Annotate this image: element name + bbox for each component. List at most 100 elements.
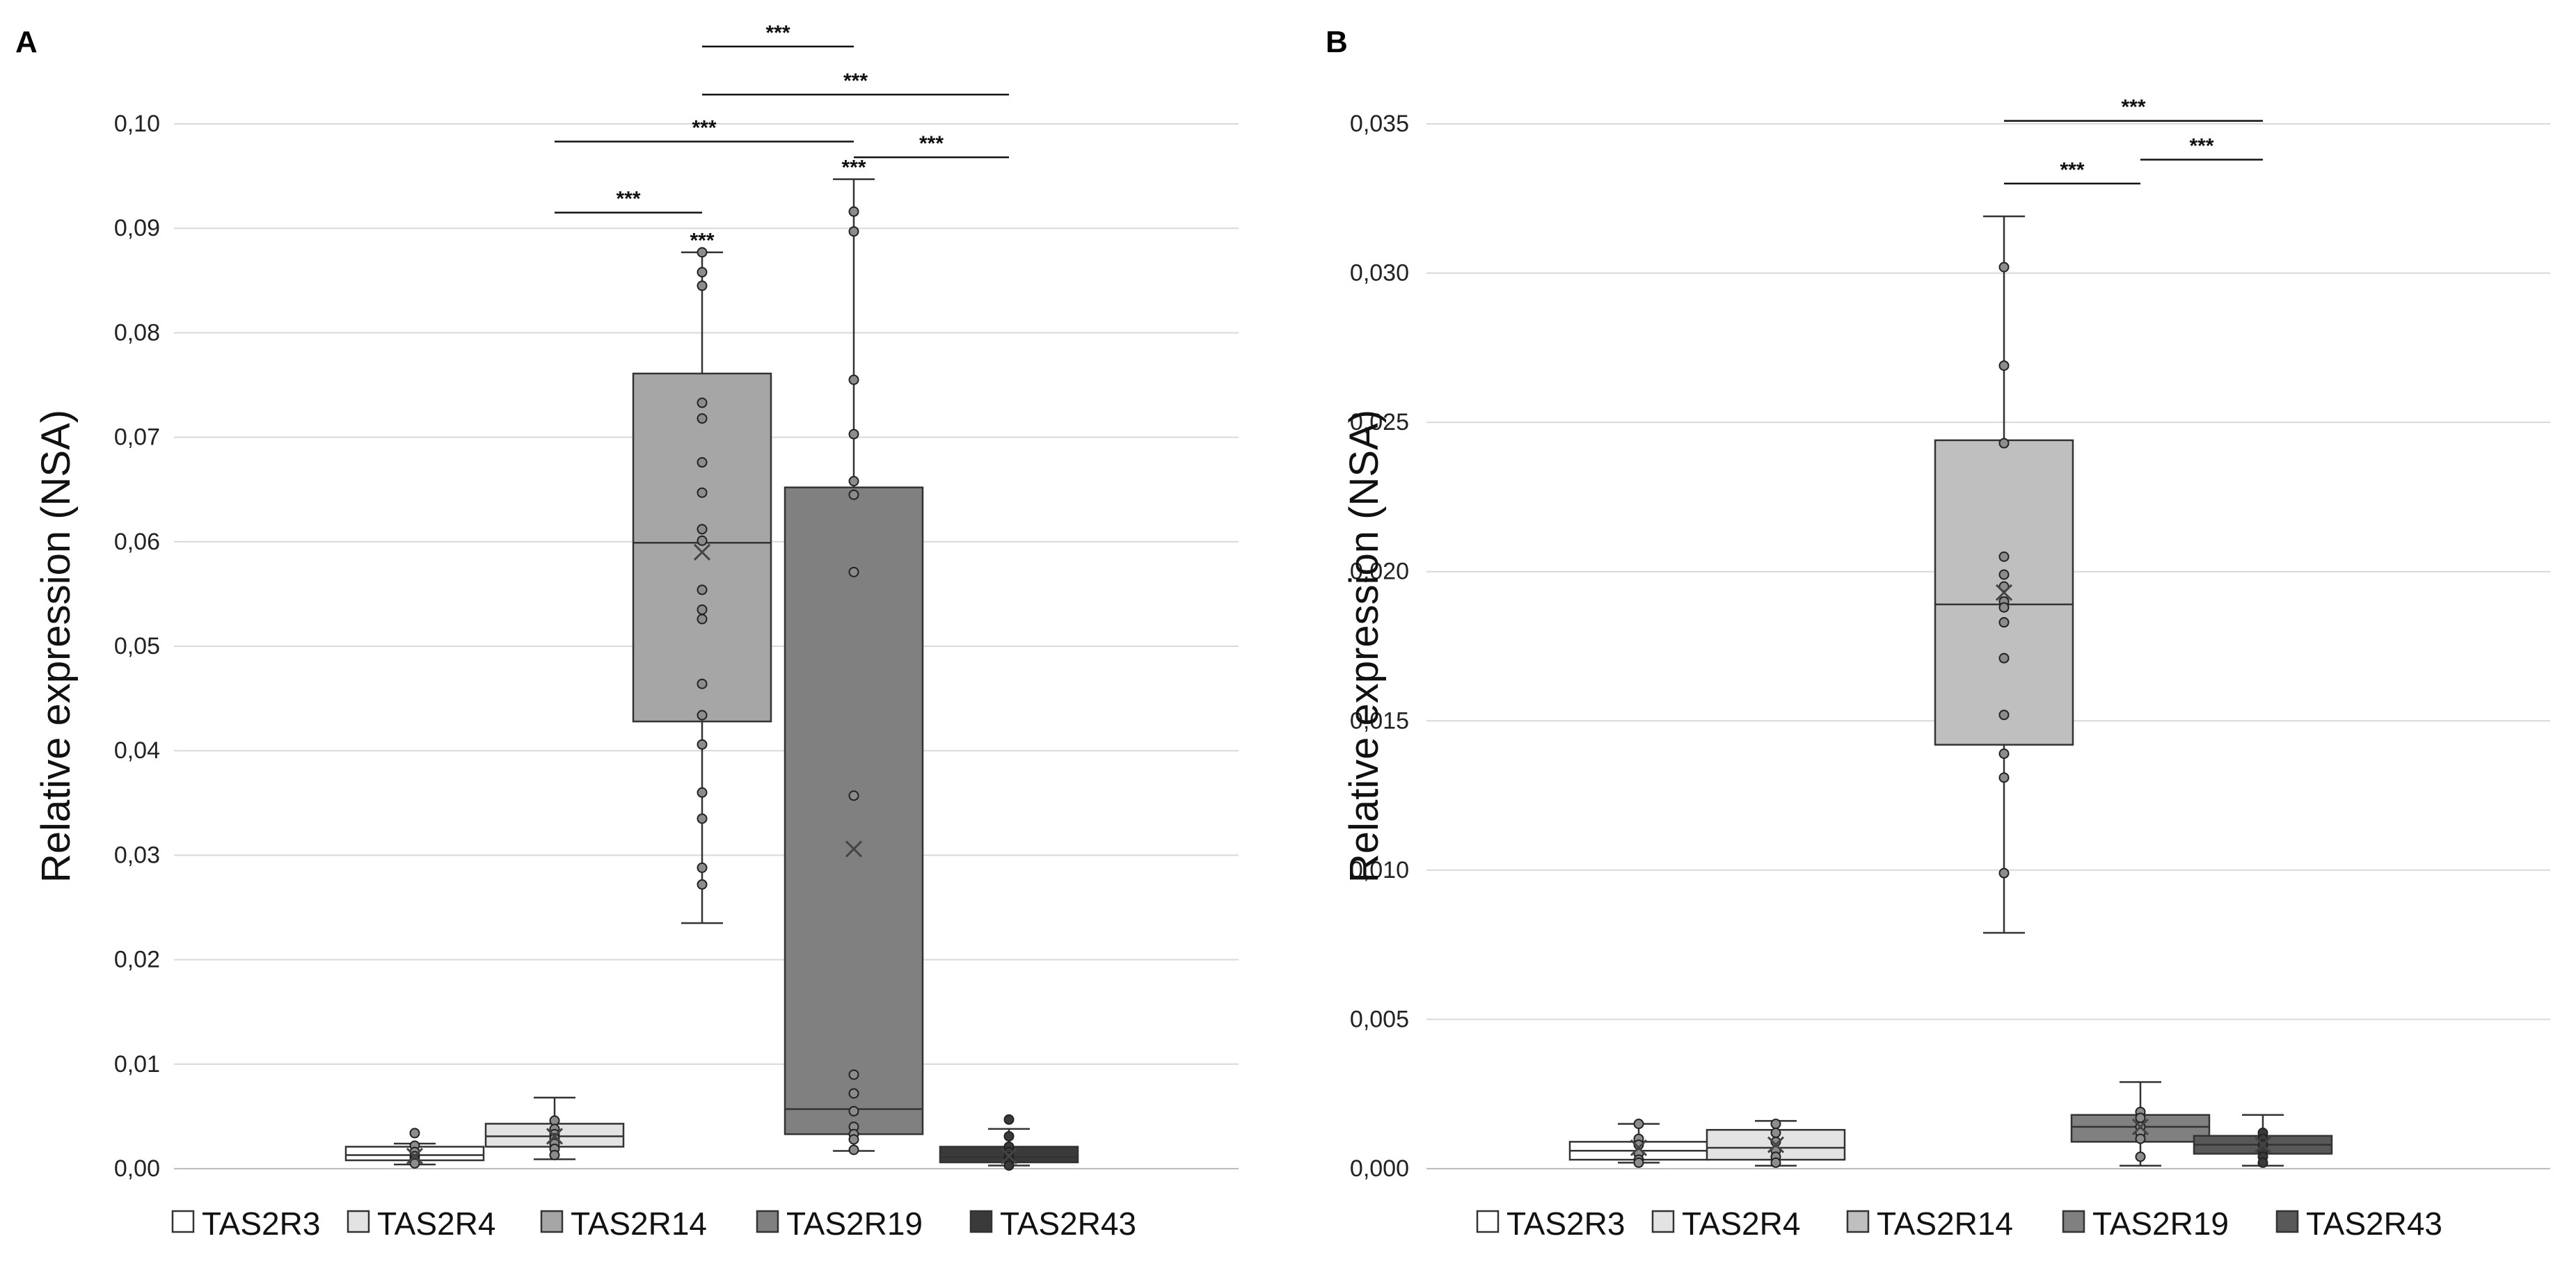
y-tick-label: 0,005 [1350,1006,1409,1032]
data-point [848,374,859,385]
data-point [697,710,708,721]
mean-marker [1767,1136,1785,1153]
y-tick-label: 0,025 [1350,409,1409,435]
legend-label: TAS2R19 [786,1206,923,1242]
data-point [1633,1157,1644,1168]
y-tick-label: 0,09 [114,215,160,241]
legend-label: TAS2R14 [571,1206,707,1242]
data-point [1998,602,2010,613]
y-tick-label: 0,000 [1350,1155,1409,1182]
y-tick-label: 0,01 [114,1051,160,1078]
data-point [1003,1160,1015,1171]
box-iqr [784,486,924,1135]
data-point [697,678,708,689]
legend-item-tas2r3: TAS2R3 [1476,1206,1625,1242]
legend-label: TAS2R14 [1877,1206,2013,1242]
data-point [848,489,859,500]
legend-item-tas2r14: TAS2R14 [540,1206,707,1242]
data-point [1998,360,2010,371]
mean-marker-stroke [406,1147,424,1165]
data-point [848,566,859,577]
box-tas2r43 [2193,1114,2333,1168]
significance-label: *** [2189,134,2213,157]
data-point [848,790,859,801]
legend-label: TAS2R3 [1506,1206,1625,1242]
y-axis-label: Relative expression (NSA) [1342,410,1387,883]
box-tas2r3 [344,1128,485,1169]
mean-marker-stroke [1995,584,2013,601]
data-point [697,487,708,498]
significance-label: *** [690,230,714,253]
mean-marker-stroke [1630,1139,1648,1157]
significance-label: *** [616,188,640,211]
legend-label: TAS2R43 [1000,1206,1136,1242]
data-point [1998,748,2010,759]
data-point [2135,1133,2146,1144]
significance-label: *** [692,117,716,140]
mean-marker-stroke [1000,1147,1018,1165]
mean-marker-stroke [845,840,863,858]
legend-swatch [1846,1210,1870,1233]
box-iqr [632,372,772,723]
legend-label: TAS2R4 [377,1206,495,1242]
data-point [1770,1128,1781,1139]
panel-label: B [1326,25,1348,59]
legend-swatch [969,1210,993,1233]
legend-swatch [540,1210,564,1233]
mean-marker-stroke [693,543,711,561]
y-tick-label: 0,04 [114,737,160,764]
data-point [697,397,708,408]
significance-label: *** [843,70,868,93]
data-point [409,1158,420,1169]
data-point [1998,617,2010,628]
data-point [409,1128,420,1139]
panel-label: A [15,25,38,59]
legend-item-tas2r4: TAS2R4 [1651,1206,1800,1242]
data-point [1998,569,2010,580]
data-point [848,1134,859,1145]
data-point [2135,1151,2146,1162]
data-point [697,524,708,535]
mean-marker [406,1147,424,1165]
mean-marker [845,840,863,858]
data-point [697,280,708,291]
legend-swatch [1651,1210,1675,1233]
data-point [697,457,708,468]
mean-marker [2254,1136,2272,1153]
data-point [848,1105,859,1116]
legend-swatch [2062,1210,2085,1233]
y-tick-label: 0,07 [114,424,160,451]
legend-label: TAS2R19 [2092,1206,2229,1242]
data-point [848,226,859,237]
mean-marker [693,543,711,561]
data-point [1633,1119,1644,1130]
legend-swatch [1476,1210,1500,1233]
legend-label: TAS2R4 [1682,1206,1800,1242]
data-point [697,787,708,798]
legend-swatch [756,1210,779,1233]
box-tas2r3 [1568,1119,1709,1168]
mean-marker [1630,1139,1648,1157]
y-tick-label: 0,10 [114,111,160,137]
legend-item-tas2r19: TAS2R19 [2062,1206,2229,1242]
legend-swatch [171,1210,195,1233]
y-tick-label: 0,020 [1350,559,1409,585]
legend-swatch [2275,1210,2299,1233]
data-point [848,429,859,440]
box-tas2r19 [784,178,924,1155]
data-point [848,206,859,217]
mean-marker-stroke [1767,1136,1785,1153]
significance-label: *** [2060,159,2084,182]
legend-item-tas2r4: TAS2R4 [347,1206,495,1242]
data-point [848,1069,859,1080]
box-tas2r4 [484,1096,625,1160]
data-point [1998,867,2010,879]
mean-marker-stroke [546,1128,564,1145]
significance-label: *** [2121,96,2145,119]
data-point [1003,1114,1015,1125]
data-point [697,247,708,258]
data-point [1998,438,2010,449]
legend-swatch [347,1210,370,1233]
y-tick-label: 0,030 [1350,260,1409,287]
